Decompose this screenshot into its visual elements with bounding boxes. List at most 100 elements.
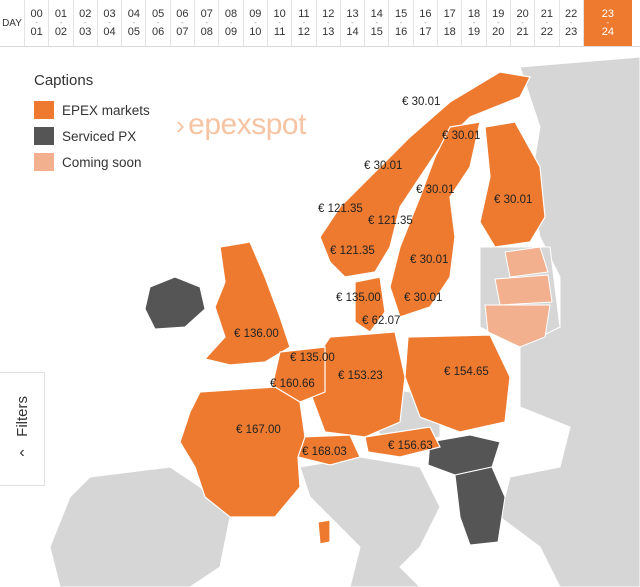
chevron-left-icon: ‹ xyxy=(19,444,25,462)
legend-swatch-serviced xyxy=(34,127,54,145)
legend: Captions EPEX markets Serviced PX Coming… xyxy=(34,72,150,179)
hour-cell-21-22[interactable]: 21-22 xyxy=(535,0,560,46)
hour-from: 19 xyxy=(492,8,505,20)
brand-chevron-icon: › xyxy=(176,110,185,140)
hour-from: 18 xyxy=(467,8,481,20)
hour-from: 05 xyxy=(152,8,165,20)
day-button[interactable]: DAY xyxy=(0,0,25,46)
hour-from: 06 xyxy=(176,8,189,20)
price-denmark-east: € 62.07 xyxy=(362,315,401,327)
hour-cell-02-03[interactable]: 02-03 xyxy=(74,0,98,46)
ireland-region xyxy=(144,276,206,330)
hour-to: 16 xyxy=(394,26,408,38)
hour-dash: - xyxy=(205,18,209,27)
price-sweden-south: € 30.01 xyxy=(410,254,449,266)
legend-title: Captions xyxy=(34,72,94,89)
hour-to: 24 xyxy=(601,26,614,38)
brand-text: epexspot xyxy=(188,108,306,141)
hour-from: 17 xyxy=(443,8,456,20)
hour-to: 09 xyxy=(224,26,238,38)
price-netherlands: € 135.00 xyxy=(290,352,335,364)
hour-cell-04-05[interactable]: 04-05 xyxy=(122,0,147,46)
hour-cell-10-11[interactable]: 10-11 xyxy=(268,0,293,46)
hour-cell-16-17[interactable]: 16-17 xyxy=(414,0,439,46)
hour-cell-14-15[interactable]: 14-15 xyxy=(365,0,390,46)
poland-region xyxy=(404,334,511,433)
hour-from: 15 xyxy=(394,8,408,20)
hour-dash: - xyxy=(424,18,427,27)
iberia-land xyxy=(49,466,231,587)
legend-label-coming-soon: Coming soon xyxy=(62,154,142,170)
hour-cell-13-14[interactable]: 13-14 xyxy=(341,0,366,46)
hour-cell-12-13[interactable]: 12-13 xyxy=(317,0,341,46)
coming-soon-regions xyxy=(484,246,553,348)
hour-cell-01-02[interactable]: 01-02 xyxy=(49,0,74,46)
legend-item-epex: EPEX markets xyxy=(34,101,150,119)
benelux-region xyxy=(271,346,326,403)
hour-cell-19-20[interactable]: 19-20 xyxy=(487,0,511,46)
legend-swatch-epex xyxy=(34,101,54,119)
legend-item-serviced: Serviced PX xyxy=(34,127,150,145)
hour-from: 12 xyxy=(322,8,335,20)
hour-cell-15-16[interactable]: 15-16 xyxy=(389,0,414,46)
hour-cell-06-07[interactable]: 06-07 xyxy=(171,0,196,46)
italy-balkans-land xyxy=(299,456,441,587)
hour-dash: - xyxy=(472,18,476,27)
hour-from: 02 xyxy=(79,8,92,20)
france-region xyxy=(179,386,306,518)
hour-from: 09 xyxy=(249,8,262,20)
hour-from: 03 xyxy=(103,8,116,20)
hour-selector: DAY 00-01 01-02 02-03 03-04 04-05 05-06 06-07 0… xyxy=(0,0,640,47)
price-norway-southwest: € 121.35 xyxy=(330,245,375,257)
hour-dash: - xyxy=(399,18,403,27)
hour-to: 07 xyxy=(176,26,189,38)
hour-from: 21 xyxy=(540,8,553,20)
hour-cell-11-12[interactable]: 11-12 xyxy=(292,0,317,46)
hour-cell-08-09[interactable]: 08-09 xyxy=(219,0,244,46)
hour-cell-07-08[interactable]: 07-08 xyxy=(195,0,220,46)
hour-cell-00-01[interactable]: 00-01 xyxy=(25,0,50,46)
serbia-region xyxy=(454,466,506,546)
hour-cell-20-21[interactable]: 20-21 xyxy=(511,0,536,46)
filters-button[interactable]: Filters ‹ xyxy=(0,372,45,486)
hour-to: 20 xyxy=(492,26,505,38)
hour-to: 11 xyxy=(273,26,286,38)
hour-dash: - xyxy=(278,18,281,27)
hour-dash: - xyxy=(229,18,233,27)
hour-to: 06 xyxy=(152,26,165,38)
hour-dash: - xyxy=(606,18,610,27)
price-uk: € 136.00 xyxy=(234,328,279,340)
hour-cell-23-24[interactable]: 23-24 xyxy=(583,0,632,46)
europe-map xyxy=(49,56,640,587)
austria-region xyxy=(364,426,441,458)
hour-from: 20 xyxy=(516,8,529,20)
price-finland: € 30.01 xyxy=(494,194,533,206)
hour-dash: - xyxy=(35,18,38,27)
serviced-regions xyxy=(144,276,506,546)
price-france: € 167.00 xyxy=(236,424,281,436)
hour-cell-22-23[interactable]: 22-23 xyxy=(560,0,584,46)
hour-to: 15 xyxy=(370,26,383,38)
hour-to: 01 xyxy=(30,26,43,38)
legend-swatch-coming-soon xyxy=(34,153,54,171)
hour-dash: - xyxy=(496,18,500,27)
hour-cell-05-06[interactable]: 05-06 xyxy=(146,0,171,46)
hour-cell-18-19[interactable]: 18-19 xyxy=(462,0,487,46)
hour-cell-03-04[interactable]: 03-04 xyxy=(98,0,123,46)
hour-from: 23 xyxy=(601,8,614,20)
price-austria: € 156.63 xyxy=(388,440,433,452)
hour-dash: - xyxy=(253,18,257,27)
hour-dash: - xyxy=(59,18,63,27)
hour-from: 07 xyxy=(200,8,213,20)
hour-to: 17 xyxy=(419,26,432,38)
hour-dash: - xyxy=(375,18,379,27)
hour-cell-09-10[interactable]: 09-10 xyxy=(244,0,268,46)
hour-to: 05 xyxy=(127,26,140,38)
hour-dash: - xyxy=(302,18,306,27)
filters-label: Filters xyxy=(13,395,31,437)
hour-to: 04 xyxy=(103,26,116,38)
hour-to: 19 xyxy=(467,26,481,38)
hour-dash: - xyxy=(326,18,330,27)
price-belgium: € 160.66 xyxy=(270,378,315,390)
hour-cell-17-18[interactable]: 17-18 xyxy=(438,0,463,46)
